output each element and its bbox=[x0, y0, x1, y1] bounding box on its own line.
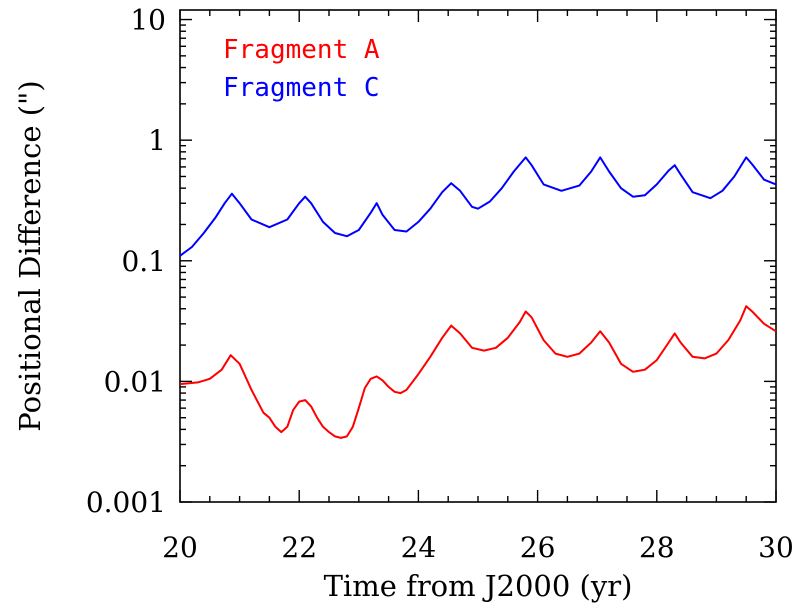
x-tick-label: 26 bbox=[520, 531, 556, 564]
x-tick-label: 30 bbox=[758, 531, 794, 564]
x-tick-label: 20 bbox=[162, 531, 198, 564]
legend-fragment-c: Fragment C bbox=[223, 73, 380, 103]
y-tick-label: 10 bbox=[130, 4, 166, 37]
x-axis-ticks: 20 22 24 26 28 30 bbox=[162, 10, 794, 564]
y-tick-label: 1 bbox=[148, 124, 166, 157]
y-tick-label: 0.1 bbox=[121, 245, 166, 278]
x-tick-label: 24 bbox=[401, 531, 437, 564]
series-line-fragment-a bbox=[179, 305, 777, 439]
series-line-fragment-c bbox=[179, 156, 777, 257]
y-axis-title: Positional Difference (") bbox=[13, 80, 47, 431]
x-axis-title: Time from J2000 (yr) bbox=[324, 569, 633, 603]
y-tick-label: 0.01 bbox=[104, 365, 166, 398]
y-axis-ticks: 0.001 0.01 0.1 1 10 bbox=[86, 4, 776, 519]
legend-fragment-a: Fragment A bbox=[223, 35, 380, 65]
y-tick-label: 0.001 bbox=[86, 486, 166, 519]
x-tick-label: 22 bbox=[281, 531, 317, 564]
series-layer bbox=[179, 156, 777, 439]
legend: Fragment A Fragment C bbox=[223, 35, 380, 103]
x-tick-label: 28 bbox=[639, 531, 675, 564]
